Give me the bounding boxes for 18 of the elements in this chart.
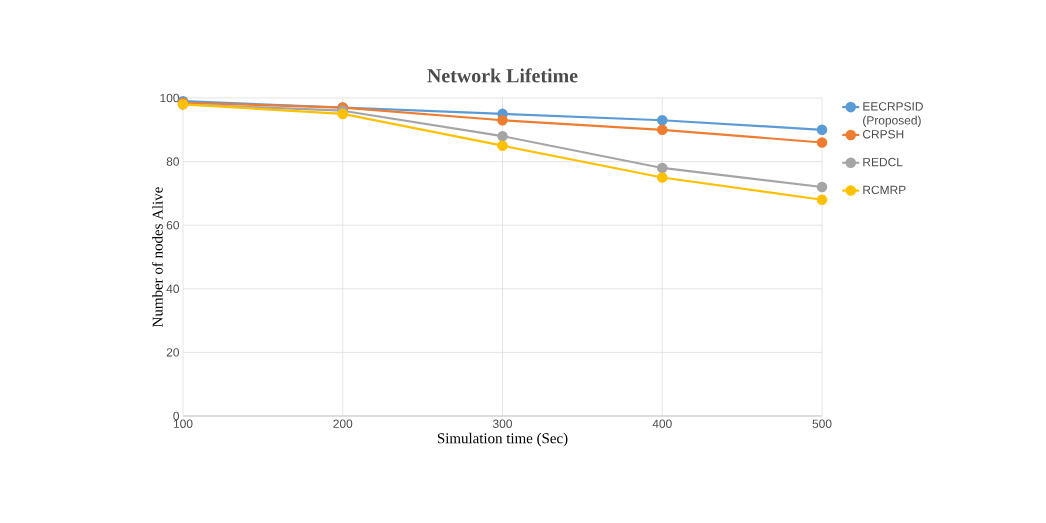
x-tick-label: 300 [492,419,513,428]
y-tick-label: 100 [160,93,180,103]
legend-label: EECRPSID (Proposed) [863,102,923,127]
y-tick-label: 60 [166,220,180,230]
legend-label: REDCL [863,157,903,167]
y-tick-label: 20 [166,348,180,357]
x-tick-label: 200 [333,419,353,428]
x-axis-title: Simulation time (Sec) [437,432,568,447]
y-axis-title: Number of nodes Alive [152,187,163,327]
x-tick-label: 500 [812,419,832,428]
y-tick-label: 40 [166,284,180,294]
y-tick-label: 80 [166,157,180,166]
x-tick-label: 400 [652,419,672,428]
x-tick-label: 100 [173,419,193,428]
chart-title: Network Lifetime [427,68,578,83]
legend-label: RCMRP [863,185,906,195]
legend-label: CRPSH [862,130,904,139]
y-tick-label: 0 [173,411,180,421]
